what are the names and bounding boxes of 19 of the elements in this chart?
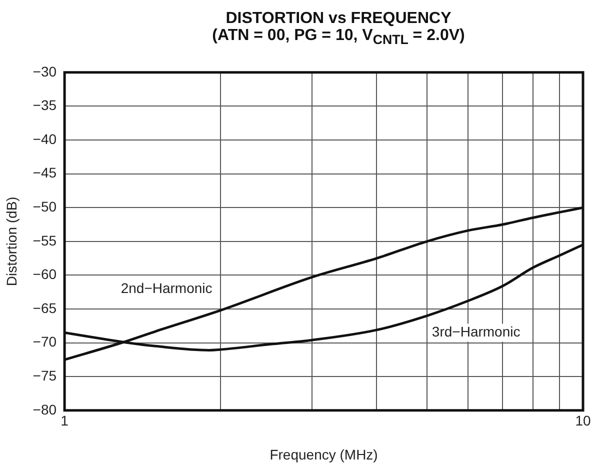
y-tick-label: −65	[32, 300, 57, 316]
y-tick-label: −45	[32, 164, 57, 181]
chart-subtitle: (ATN = 00, PG = 10, V$_{CNTL}$ = 2.0V)	[211, 27, 466, 48]
x-tick-label: 10	[575, 412, 591, 429]
y-tick-label: −70	[32, 334, 57, 350]
series-label: 2nd−Harmonic	[120, 280, 212, 296]
x-axis-title: Frequency (MHz)	[270, 446, 378, 462]
y-tick-label: −35	[32, 97, 57, 114]
y-tick-label: −30	[32, 63, 57, 80]
chart-title: DISTORTION vs FREQUENCY	[224, 10, 452, 27]
series-label: 3rd−Harmonic	[432, 324, 520, 340]
y-tick-label: −55	[32, 232, 57, 248]
y-axis-title: Distortion (dB)	[3, 196, 20, 286]
y-tick-label: −80	[32, 401, 57, 418]
y-tick-label: −50	[32, 198, 57, 214]
y-tick-label: −75	[32, 367, 57, 384]
y-tick-label: −60	[32, 266, 57, 282]
y-tick-label: −40	[32, 130, 57, 147]
x-tick-label: 1	[60, 412, 69, 429]
